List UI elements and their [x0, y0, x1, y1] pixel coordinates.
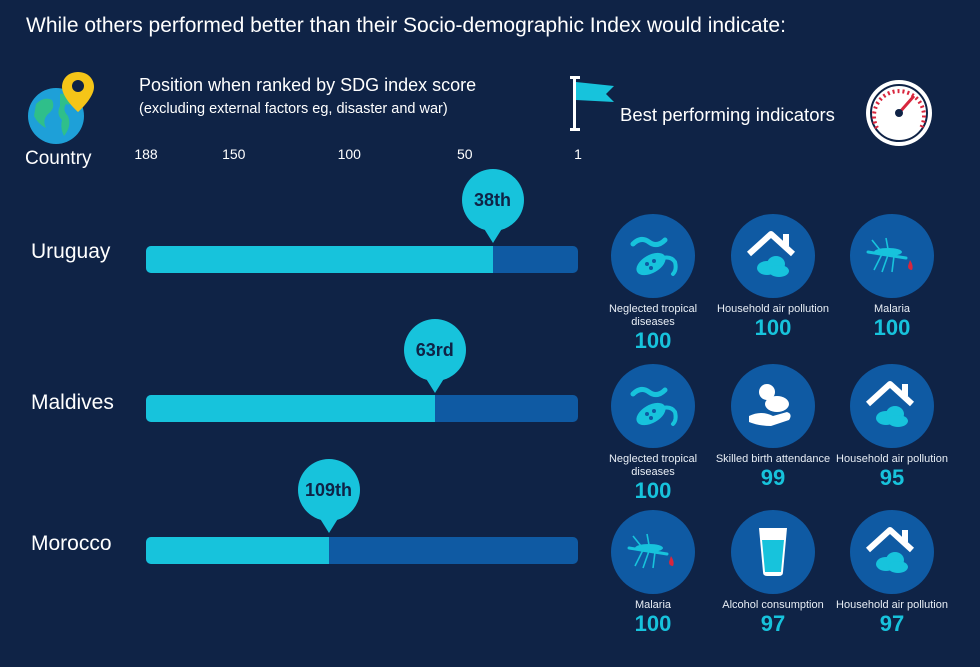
indicator-item: Household air pollution 95 — [832, 364, 952, 490]
indicator-item: Household air pollution 100 — [713, 214, 833, 340]
axis-tick-label: 50 — [457, 146, 473, 162]
indicator-item: Neglected tropical diseases 100 — [593, 214, 713, 353]
indicator-item: Household air pollution 97 — [832, 510, 952, 636]
bacteria-icon — [611, 214, 695, 298]
indicator-item: Malaria 100 — [593, 510, 713, 636]
globe-icon — [26, 70, 96, 151]
indicator-value: 95 — [879, 465, 905, 490]
indicator-value: 100 — [754, 315, 792, 340]
indicator-label: Alcohol consumption — [722, 599, 824, 611]
axis-subtitle: (excluding external factors eg, disaster… — [139, 101, 448, 117]
country-name: Uruguay — [31, 240, 111, 263]
rank-bar — [146, 537, 329, 564]
indicator-value: 97 — [760, 611, 786, 636]
indicator-label: Household air pollution — [836, 453, 948, 465]
axis-tick-label: 100 — [337, 146, 361, 162]
rank-bar-track — [146, 395, 578, 422]
axis-tick-label: 150 — [222, 146, 246, 162]
gauge-icon — [864, 78, 934, 153]
country-name: Morocco — [31, 532, 112, 555]
indicator-value: 100 — [873, 315, 911, 340]
glass-icon — [731, 510, 815, 594]
indicator-label: Malaria — [634, 599, 672, 611]
indicator-item: Skilled birth attendance 99 — [713, 364, 833, 490]
rank-bar — [146, 395, 435, 422]
indicator-value: 100 — [634, 328, 672, 353]
page-title: While others performed better than their… — [26, 14, 786, 37]
rank-bubble: 109th — [297, 459, 360, 521]
indicator-item: Malaria 100 — [832, 214, 952, 340]
axis-title: Position when ranked by SDG index score — [139, 75, 477, 95]
axis-tick-label: 1 — [574, 146, 582, 162]
indicator-value: 97 — [879, 611, 905, 636]
house-smoke-icon — [731, 214, 815, 298]
mosquito-icon — [850, 214, 934, 298]
rank-bar-track — [146, 537, 578, 564]
indicator-value: 100 — [634, 478, 672, 503]
house-smoke-icon — [850, 364, 934, 448]
flag-icon — [570, 74, 616, 137]
indicator-label: Skilled birth attendance — [715, 453, 831, 465]
indicator-value: 100 — [634, 611, 672, 636]
house-smoke-icon — [850, 510, 934, 594]
best-indicators-label: Best performing indicators — [620, 104, 835, 125]
indicator-label: Neglected tropical diseases — [608, 453, 698, 478]
rank-bubble: 63rd — [403, 319, 466, 381]
country-name: Maldives — [31, 391, 114, 414]
mosquito-icon — [611, 510, 695, 594]
indicator-label: Household air pollution — [836, 599, 948, 611]
indicator-item: Alcohol consumption 97 — [713, 510, 833, 636]
country-column-label: Country — [25, 148, 92, 169]
bacteria-icon — [611, 364, 695, 448]
baby-hands-icon — [731, 364, 815, 448]
indicator-label: Household air pollution — [717, 303, 829, 315]
indicator-value: 99 — [760, 465, 786, 490]
rank-bar — [146, 246, 493, 273]
rank-bar-track — [146, 246, 578, 273]
axis-tick-label: 188 — [134, 146, 158, 162]
indicator-label: Malaria — [873, 303, 911, 315]
indicator-label: Neglected tropical diseases — [608, 303, 698, 328]
rank-bubble: 38th — [461, 169, 524, 231]
indicator-item: Neglected tropical diseases 100 — [593, 364, 713, 503]
